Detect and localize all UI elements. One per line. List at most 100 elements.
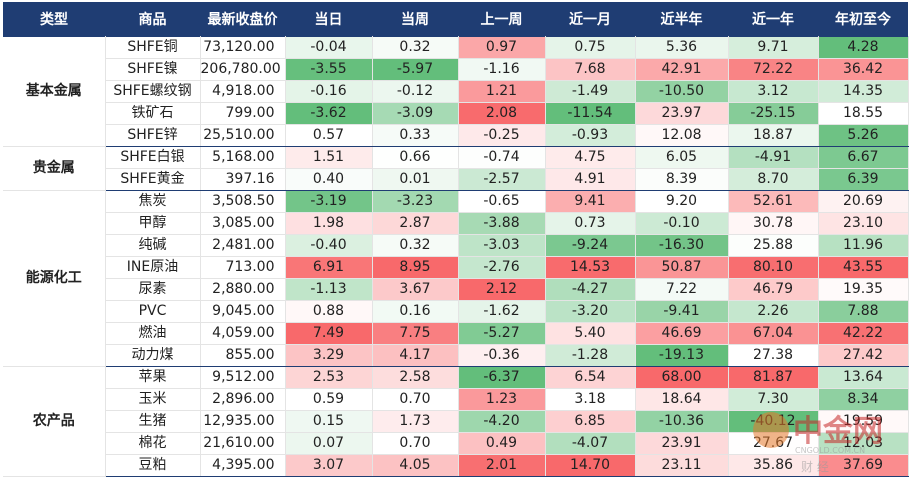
change-cell: -4.20 — [457, 410, 546, 433]
close-price: 713.00 — [199, 256, 286, 279]
table-row: 生猪 12,935.00 0.15 1.73 -4.20 6.85 -10.36 -40.12… — [3, 410, 909, 433]
change-cell: 20.69 — [817, 190, 909, 213]
change-cell: 9.41 — [544, 190, 636, 213]
group-label: 能源化工 — [3, 190, 106, 367]
commodity-name: SHFE锌 — [104, 124, 201, 147]
change-cell: 9.71 — [727, 36, 819, 59]
change-cell: -40.12 — [727, 410, 819, 433]
change-cell: -0.93 — [544, 124, 636, 147]
change-cell: 14.70 — [544, 454, 636, 477]
change-cell: 14.35 — [817, 80, 909, 103]
change-cell: 7.30 — [727, 388, 819, 411]
commodity-name: 动力煤 — [104, 344, 201, 367]
change-cell: 5.26 — [817, 124, 909, 147]
change-cell: 1.23 — [457, 388, 546, 411]
change-cell: -0.40 — [284, 234, 373, 257]
change-cell: 6.39 — [817, 168, 909, 191]
header-cell: 商品 — [105, 2, 200, 37]
header-cell: 上一周 — [458, 2, 545, 37]
change-cell: 18.87 — [727, 124, 819, 147]
commodity-name: 焦炭 — [104, 190, 201, 213]
change-cell: 23.11 — [634, 454, 729, 477]
group-label: 基本金属 — [3, 36, 106, 147]
change-cell: 0.33 — [371, 124, 459, 147]
change-cell: 6.54 — [544, 366, 636, 389]
change-cell: 0.01 — [371, 168, 459, 191]
change-cell: 4.17 — [371, 344, 459, 367]
commodity-name: 生猪 — [104, 410, 201, 433]
commodity-name: PVC — [104, 300, 201, 323]
change-cell: 7.22 — [634, 278, 729, 301]
change-cell: -3.03 — [457, 234, 546, 257]
close-price: 855.00 — [199, 344, 286, 367]
change-cell: -6.37 — [457, 366, 546, 389]
change-cell: 81.87 — [727, 366, 819, 389]
change-cell: 1.51 — [284, 146, 373, 169]
table-row: 纯碱 2,481.00 -0.40 0.32 -3.03 -9.24 -16.30 25.88… — [3, 234, 909, 257]
change-cell: 3.07 — [284, 454, 373, 477]
change-cell: 2.26 — [727, 300, 819, 323]
change-cell: -0.16 — [284, 80, 373, 103]
table-row: 豆粕 4,395.00 3.07 4.05 2.01 14.70 23.11 35.86 37.… — [3, 454, 909, 477]
change-cell: 30.78 — [727, 212, 819, 235]
header-cell: 当日 — [285, 2, 372, 37]
change-cell: 1.73 — [371, 410, 459, 433]
change-cell: 0.16 — [371, 300, 459, 323]
change-cell: 50.87 — [634, 256, 729, 279]
change-cell: 27.38 — [727, 344, 819, 367]
close-price: 206,780.00 — [199, 58, 286, 81]
change-cell: 18.64 — [634, 388, 729, 411]
change-cell: 23.10 — [817, 212, 909, 235]
header-cell: 类型 — [3, 2, 105, 37]
change-cell: 0.57 — [284, 124, 373, 147]
change-cell: -11.54 — [544, 102, 636, 125]
table-row: 基本金属 SHFE铜 73,120.00 -0.04 0.32 0.97 0.75 5.36 9… — [3, 36, 909, 147]
change-cell: 4.91 — [544, 168, 636, 191]
commodity-name: SHFE螺纹钢 — [104, 80, 201, 103]
change-cell: 3.12 — [727, 80, 819, 103]
commodity-name: 豆粕 — [104, 454, 201, 477]
table-row: INE原油 713.00 6.91 8.95 -2.76 14.53 50.87 80.10 4… — [3, 256, 909, 279]
change-cell: 27.67 — [727, 432, 819, 455]
change-cell: 35.86 — [727, 454, 819, 477]
change-cell: 42.91 — [634, 58, 729, 81]
close-price: 4,059.00 — [199, 322, 286, 345]
change-cell: -2.57 — [457, 168, 546, 191]
change-cell: -10.50 — [634, 80, 729, 103]
close-price: 4,395.00 — [199, 454, 286, 477]
change-cell: 4.28 — [817, 36, 909, 59]
close-price: 2,481.00 — [199, 234, 286, 257]
price-table: 类型 商品 最新收盘价 当日 当周 上一周 近一月 近半年 近一年 年初至今 基本金属 SHFE铜 7… — [3, 2, 909, 477]
change-cell: 43.55 — [817, 256, 909, 279]
commodity-name: SHFE白银 — [104, 146, 201, 169]
close-price: 25,510.00 — [199, 124, 286, 147]
change-cell: -3.09 — [371, 102, 459, 125]
change-cell: 36.42 — [817, 58, 909, 81]
change-cell: -1.49 — [544, 80, 636, 103]
change-cell: -1.16 — [457, 58, 546, 81]
header-row: 类型 商品 最新收盘价 当日 当周 上一周 近一月 近半年 近一年 年初至今 — [3, 2, 908, 37]
commodity-name: 玉米 — [104, 388, 201, 411]
change-cell: 5.40 — [544, 322, 636, 345]
change-cell: 0.59 — [284, 388, 373, 411]
header-cell: 年初至今 — [818, 2, 908, 37]
change-cell: 2.87 — [371, 212, 459, 235]
change-cell: 67.04 — [727, 322, 819, 345]
close-price: 2,896.00 — [199, 388, 286, 411]
change-cell: 1.98 — [284, 212, 373, 235]
change-cell: 9.20 — [634, 190, 729, 213]
header-cell: 近半年 — [635, 2, 728, 37]
header-cell: 最新收盘价 — [200, 2, 285, 37]
table-row: 甲醇 3,085.00 1.98 2.87 -3.88 0.73 -0.10 30.78 23.… — [3, 212, 909, 235]
change-cell: 12.03 — [817, 432, 909, 455]
change-cell: 11.96 — [817, 234, 909, 257]
change-cell: -5.97 — [371, 58, 459, 81]
table-row: 棉花 21,610.00 0.07 0.70 0.49 -4.07 23.91 27.67 12… — [3, 432, 909, 455]
table-body: 基本金属 SHFE铜 73,120.00 -0.04 0.32 0.97 0.75 5.36 9… — [3, 36, 909, 477]
change-cell: -0.04 — [284, 36, 373, 59]
change-cell: 0.07 — [284, 432, 373, 455]
table-row: SHFE镍 206,780.00 -3.55 -5.97 -1.16 7.68 42.91 7… — [3, 58, 909, 81]
change-cell: 0.66 — [371, 146, 459, 169]
commodity-name: 甲醇 — [104, 212, 201, 235]
